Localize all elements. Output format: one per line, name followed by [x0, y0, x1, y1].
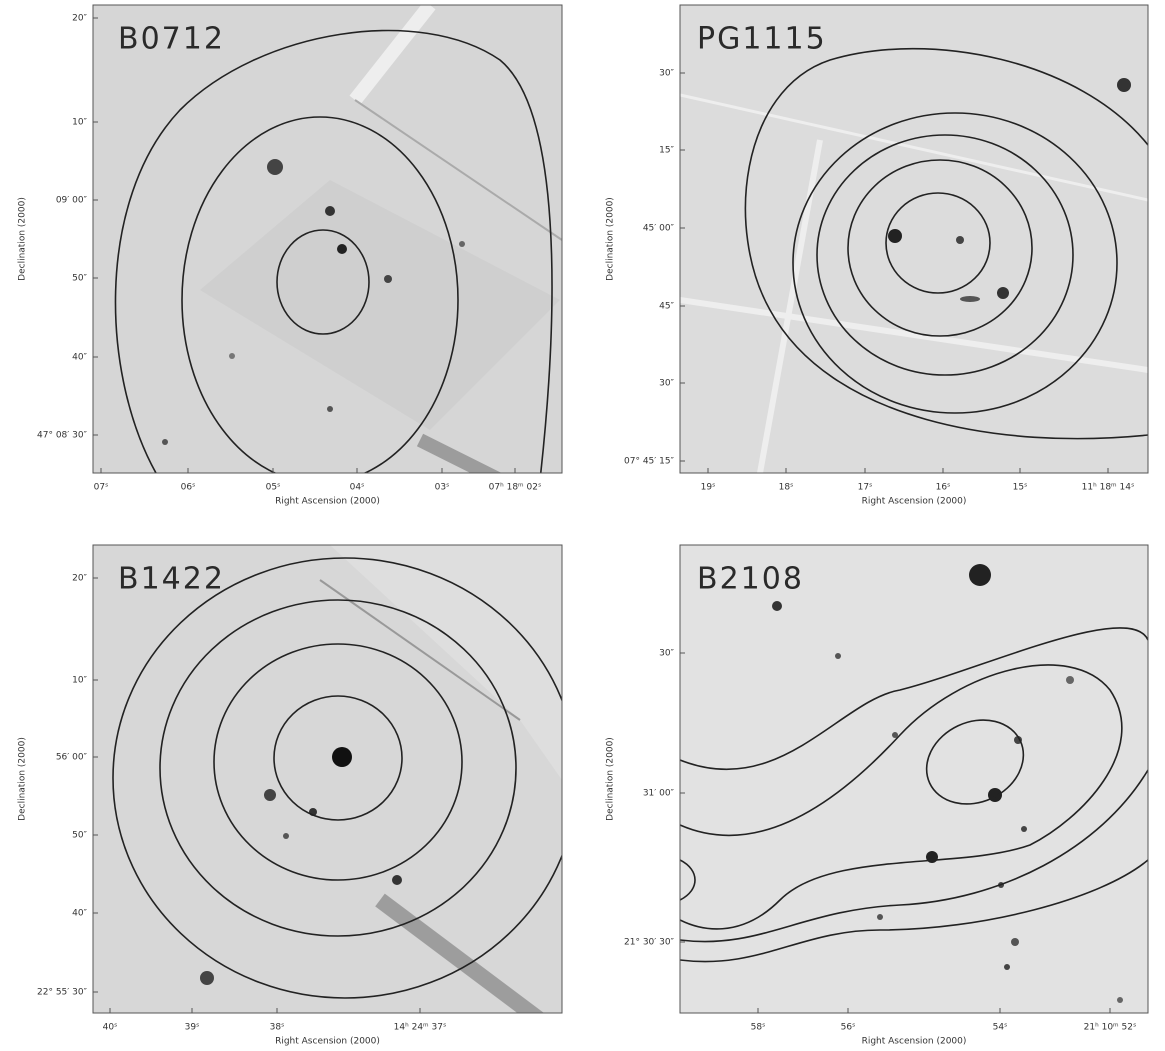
panel-label: B0712: [118, 22, 225, 57]
sky-image: [680, 5, 1148, 473]
sky-image: [680, 545, 1148, 1013]
x-axis-label: Right Ascension (2000): [862, 497, 967, 507]
y-tick-label: 40″: [72, 353, 87, 363]
x-axis-label: Right Ascension (2000): [862, 1037, 967, 1047]
y-tick-label: 15″: [659, 146, 674, 156]
x-tick-label: 06ˢ: [181, 483, 196, 493]
x-tick-label: 58ˢ: [751, 1023, 766, 1033]
x-tick-label: 18ˢ: [779, 483, 794, 493]
x-tick-label: 19ˢ: [701, 483, 716, 493]
y-tick-label: 47° 08′ 30″: [37, 431, 88, 441]
y-tick-label: 09′ 00″: [56, 196, 88, 206]
y-axis-label: Declination (2000): [606, 737, 616, 821]
panel-frame: [679, 544, 1149, 1014]
x-tick-label: 03ˢ: [435, 483, 450, 493]
x-tick-label: 17ˢ: [858, 483, 873, 493]
y-tick-label: 30″: [659, 649, 674, 659]
y-tick-label: 40″: [72, 909, 87, 919]
x-tick-label: 05ˢ: [266, 483, 281, 493]
y-tick-label: 56′ 00″: [56, 753, 88, 763]
x-axis-label: Right Ascension (2000): [275, 497, 380, 507]
panel-frame: [92, 4, 563, 474]
x-tick-label: 07ʰ 18ᵐ 02ˢ: [489, 483, 542, 493]
y-tick-label: 45″: [659, 302, 674, 312]
x-tick-label: 14ʰ 24ᵐ 37ˢ: [394, 1023, 447, 1033]
sky-image: [93, 5, 562, 473]
panel-label: B1422: [118, 562, 225, 597]
x-axis-label: Right Ascension (2000): [275, 1037, 380, 1047]
panel-label: B2108: [697, 562, 804, 597]
y-tick-label: 31′ 00″: [643, 789, 675, 799]
panel-frame: [679, 4, 1149, 474]
sky-image: [93, 545, 562, 1013]
y-axis-label: Declination (2000): [606, 197, 616, 281]
x-tick-label: 21ʰ 10ᵐ 52ˢ: [1084, 1023, 1137, 1033]
x-tick-label: 16ˢ: [936, 483, 951, 493]
x-tick-label: 07ˢ: [94, 483, 109, 493]
y-tick-label: 45′ 00″: [643, 224, 675, 234]
y-tick-label: 22° 55′ 30″: [37, 988, 88, 998]
y-tick-label: 20″: [72, 14, 87, 24]
x-tick-label: 39ˢ: [185, 1023, 200, 1033]
x-tick-label: 54ˢ: [993, 1023, 1008, 1033]
y-tick-label: 20″: [72, 574, 87, 584]
y-tick-label: 30″: [659, 379, 674, 389]
y-tick-label: 21° 30′ 30″: [624, 938, 675, 948]
x-tick-label: 15ˢ: [1013, 483, 1028, 493]
y-axis-label: Declination (2000): [18, 737, 28, 821]
x-tick-label: 56ˢ: [841, 1023, 856, 1033]
y-tick-label: 07° 45′ 15″: [624, 457, 675, 467]
panel-label: PG1115: [697, 22, 827, 57]
y-tick-label: 30″: [659, 69, 674, 79]
x-tick-label: 38ˢ: [270, 1023, 285, 1033]
y-tick-label: 10″: [72, 118, 87, 128]
y-tick-label: 50″: [72, 831, 87, 841]
y-axis-label: Declination (2000): [18, 197, 28, 281]
x-tick-label: 11ʰ 18ᵐ 14ˢ: [1082, 483, 1135, 493]
panel-frame: [92, 544, 563, 1014]
x-tick-label: 04ˢ: [350, 483, 365, 493]
x-tick-label: 40ˢ: [103, 1023, 118, 1033]
y-tick-label: 10″: [72, 676, 87, 686]
y-tick-label: 50″: [72, 274, 87, 284]
